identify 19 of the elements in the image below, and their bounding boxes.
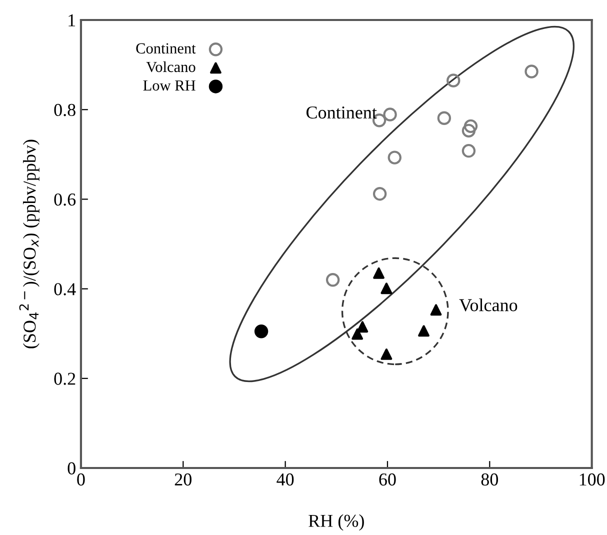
x-tick-label: 60 [379,473,396,486]
legend-label: Low RH [143,80,196,91]
x-tick-label: 40 [276,473,294,486]
y-tick-label: 0.8 [54,104,76,116]
y-axis-title: (SO$_{4}$$^{2−}$)/(SO$_{x}$) (ppbv/ppbv) [19,140,40,348]
y-tick-label: 0.4 [54,283,76,296]
y-tick-label: 0.2 [54,372,76,385]
y-tick-label: 0.6 [54,193,76,206]
legend-label: Continent [136,43,196,54]
x-tick-label: 20 [174,473,192,486]
x-axis-title: RH (%) [308,514,364,531]
x-tick-label: 100 [580,473,605,486]
legend-label: Volcano [146,61,196,72]
annotation: Volcano [459,298,518,312]
x-tick-label: 0 [77,473,85,486]
y-tick-label: 0 [68,462,76,474]
y-tick-label: 1 [68,14,76,26]
annotation: Continent [306,106,377,119]
x-tick-label: 80 [481,473,498,486]
